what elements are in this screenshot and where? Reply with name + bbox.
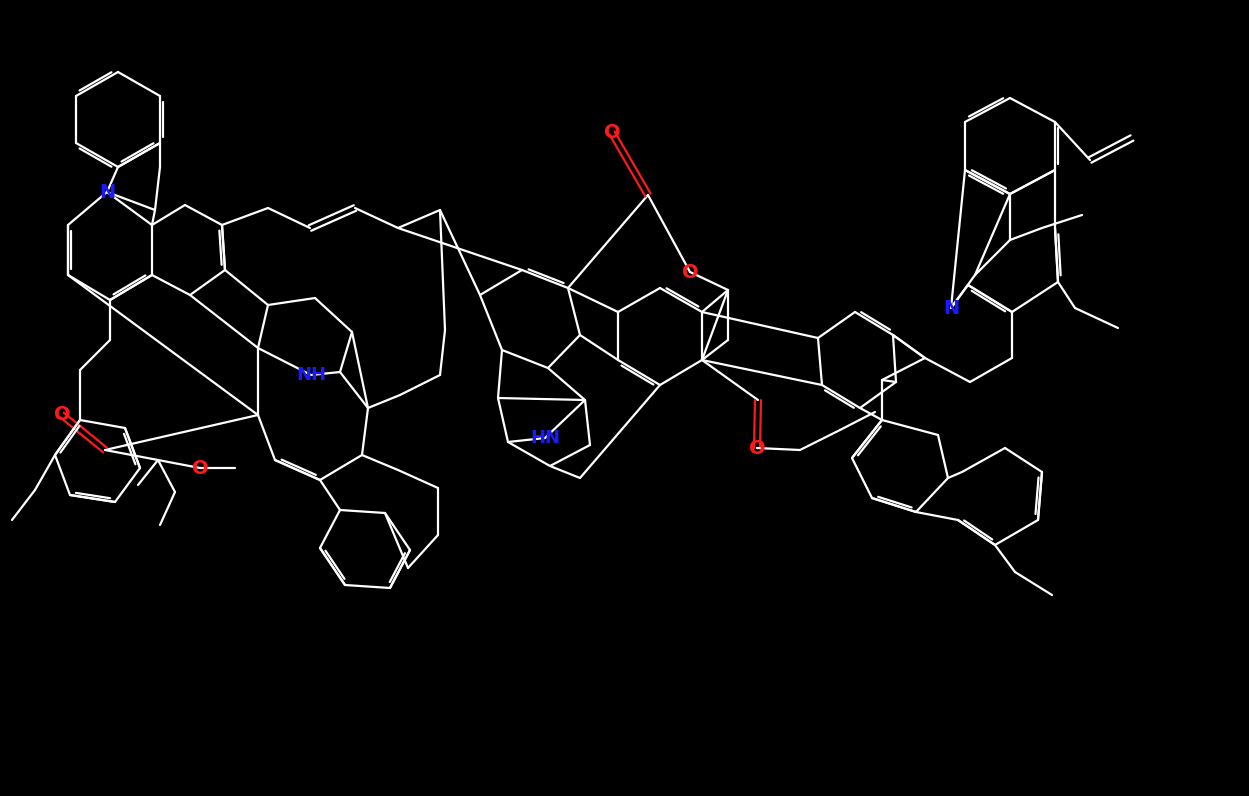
Text: O: O [682,263,698,282]
Text: O: O [603,123,621,142]
Text: O: O [54,405,70,424]
Text: N: N [943,298,959,318]
Text: NH: NH [296,366,326,384]
Text: O: O [191,458,209,478]
Text: O: O [748,439,766,458]
Text: N: N [99,182,115,201]
Text: HN: HN [530,429,560,447]
